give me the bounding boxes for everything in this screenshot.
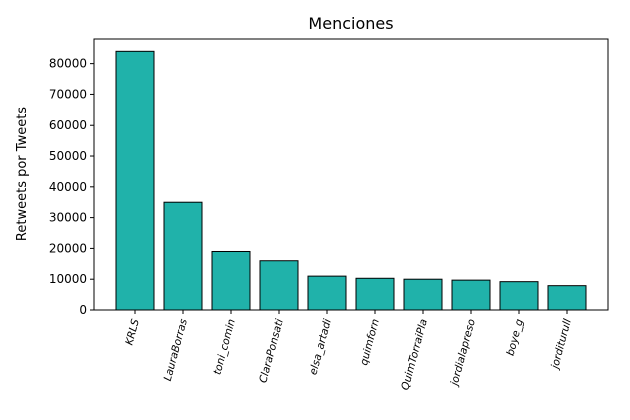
y-tick-label: 60000 [49,118,87,132]
y-tick-label: 30000 [49,211,87,225]
y-tick-label: 70000 [49,87,87,101]
bar-KRLS [115,50,155,311]
bar-ClaraPonsati [259,260,299,311]
x-tick-label: toni_comin [211,318,237,377]
y-axis-label: Retweets por Tweets [15,107,30,241]
bar-elsa_artadi [307,275,347,311]
x-tick-label: QuimTorraiPla [399,318,430,392]
bars-group [115,50,587,311]
bar-boye_g [499,281,539,311]
x-tick-label: boye_g [505,317,526,357]
x-tick-label: LauraBorras [162,317,190,382]
y-tick-label: 50000 [49,149,87,163]
x-tick-label: jorditurull [549,318,574,372]
y-tick-label: 20000 [49,241,87,255]
x-tick-label: elsa_artadi [307,318,333,377]
x-tick-label: KRLS [123,317,142,346]
y-axis-ticks: 0 10000 20000 30000 40000 50000 60000 70000 8000… [49,57,94,317]
x-tick-label: ClaraPonsati [257,318,286,385]
chart-title: Menciones [308,14,393,33]
bar-jordialapreso [451,279,491,311]
x-tick-label: quimforn [358,318,382,367]
x-tick-label: jordialapreso [448,318,478,389]
y-tick-label: 0 [79,303,87,317]
y-tick-label: 40000 [49,180,87,194]
bar-toni_comin [211,250,251,311]
bar-jorditurull [547,285,587,311]
y-tick-label: 10000 [49,272,87,286]
bar-quimforn [355,277,395,311]
bar-LauraBorras [163,201,203,311]
x-axis-ticks: KRLS LauraBorras toni_comin ClaraPonsati els… [123,310,574,392]
plot-frame [93,38,609,311]
y-tick-label: 80000 [49,57,87,71]
bar-QuimTorraiPla [403,278,443,311]
